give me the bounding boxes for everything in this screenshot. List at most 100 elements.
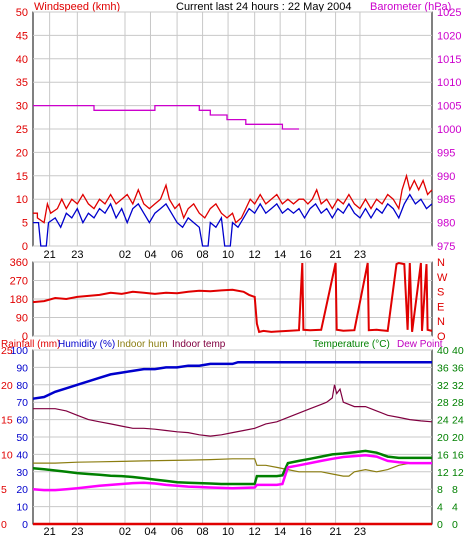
- y-tick-rain-3: 15: [1, 415, 13, 427]
- x-tick-0-9: 16: [300, 249, 312, 261]
- x-tick-0-10: 21: [329, 249, 341, 261]
- y-tick-hum-7: 70: [16, 397, 28, 409]
- y-tick-temp-8: 32: [437, 380, 449, 392]
- x-tick-0-0: 21: [44, 249, 56, 261]
- x-tick-2-11: 23: [354, 526, 366, 538]
- y-tick-temp-2: 8: [437, 484, 443, 496]
- x-tick-0-5: 08: [196, 249, 208, 261]
- x-tick-0-7: 12: [249, 249, 261, 261]
- y-tick-temp2-3: 12: [452, 467, 464, 479]
- chart-title: Current last 24 hours : 22 May 2004: [176, 1, 351, 13]
- y-tick-rain-2: 10: [1, 449, 13, 461]
- y-tick-dir-4: 360: [10, 257, 28, 269]
- y-tick-temp-6: 24: [437, 415, 449, 427]
- y-tick-wind-9: 45: [16, 30, 28, 42]
- y-tick-temp-4: 16: [437, 449, 449, 461]
- legend-temperature: Temperature (°C): [313, 339, 390, 350]
- y-tick-wind-5: 25: [16, 124, 28, 136]
- y-tick-wind-3: 15: [16, 171, 28, 183]
- series-barometer: [33, 104, 299, 130]
- y-tick-baro-6: 1005: [437, 101, 461, 113]
- y-tick-dir-1: 90: [16, 313, 28, 325]
- series-wind: [33, 193, 433, 247]
- y-tick-temp2-8: 32: [452, 380, 464, 392]
- y-tick-temp2-9: 36: [452, 362, 464, 374]
- y-tick-wind-1: 5: [22, 218, 28, 230]
- y-tick-hum-4: 40: [16, 449, 28, 461]
- y-tick-wind-7: 35: [16, 77, 28, 89]
- compass-label-2: E: [437, 301, 444, 313]
- legend-humidity: Humidity (%): [58, 339, 115, 350]
- compass-label-1: N: [437, 316, 445, 328]
- y-tick-hum-9: 90: [16, 362, 28, 374]
- series-temperature: [32, 449, 432, 486]
- series-gust: [33, 173, 433, 224]
- compass-label-3: S: [437, 287, 444, 299]
- x-tick-2-2: 02: [119, 526, 131, 538]
- y-tick-baro-7: 1010: [437, 77, 461, 89]
- grid-layer: [33, 11, 432, 525]
- y-tick-temp-5: 20: [437, 432, 449, 444]
- series-humidity: [32, 360, 432, 400]
- x-tick-2-9: 16: [300, 526, 312, 538]
- windspeed-title: Windspeed (kmh): [34, 1, 120, 13]
- x-tick-2-0: 21: [44, 526, 56, 538]
- x-tick-0-11: 23: [354, 249, 366, 261]
- y-tick-rain-4: 20: [1, 380, 13, 392]
- x-tick-2-8: 14: [274, 526, 286, 538]
- series-layer: [32, 104, 433, 526]
- y-tick-temp2-1: 4: [452, 502, 458, 514]
- y-tick-baro-4: 995: [437, 147, 455, 159]
- y-tick-temp2-10: 40: [452, 345, 464, 357]
- y-tick-temp2-5: 20: [452, 432, 464, 444]
- y-tick-wind-8: 40: [16, 54, 28, 66]
- y-tick-baro-10: 1025: [437, 7, 461, 19]
- x-tick-0-2: 02: [119, 249, 131, 261]
- series-direction: [32, 261, 433, 334]
- y-tick-baro-0: 975: [437, 241, 455, 253]
- y-tick-wind-2: 10: [16, 194, 28, 206]
- legend-indoor-hum: Indoor hum: [117, 339, 168, 350]
- x-tick-2-3: 04: [144, 526, 156, 538]
- y-tick-baro-8: 1015: [437, 54, 461, 66]
- y-tick-temp2-6: 24: [452, 415, 464, 427]
- x-tick-2-5: 08: [196, 526, 208, 538]
- y-tick-rain-5: 25: [1, 345, 13, 357]
- legend-rainfall: Rainfall (mm): [1, 339, 60, 350]
- y-tick-dir-3: 270: [10, 276, 28, 288]
- y-tick-temp-10: 40: [437, 345, 449, 357]
- y-tick-baro-3: 990: [437, 171, 455, 183]
- legend-dew-point: Dew Point: [397, 339, 443, 350]
- barometer-title: Barometer (hPa): [370, 1, 451, 13]
- y-tick-hum-3: 30: [16, 467, 28, 479]
- x-tick-2-10: 21: [329, 526, 341, 538]
- y-tick-rain-0: 0: [1, 519, 7, 531]
- y-tick-temp-9: 36: [437, 362, 449, 374]
- y-tick-dir-2: 180: [10, 294, 28, 306]
- x-tick-2-4: 06: [171, 526, 183, 538]
- compass-label-5: N: [437, 257, 445, 269]
- y-tick-temp-1: 4: [437, 502, 443, 514]
- y-tick-temp-7: 28: [437, 397, 449, 409]
- x-tick-2-1: 23: [71, 526, 83, 538]
- x-tick-2-7: 12: [249, 526, 261, 538]
- y-tick-hum-2: 20: [16, 484, 28, 496]
- y-tick-wind-0: 0: [22, 241, 28, 253]
- y-tick-baro-9: 1020: [437, 30, 461, 42]
- x-tick-0-6: 10: [222, 249, 234, 261]
- y-tick-temp-3: 12: [437, 467, 449, 479]
- y-tick-wind-4: 20: [16, 147, 28, 159]
- y-tick-wind-10: 50: [16, 7, 28, 19]
- y-tick-baro-5: 1000: [437, 124, 461, 136]
- y-tick-hum-10: 100: [10, 345, 28, 357]
- y-tick-hum-5: 50: [16, 432, 28, 444]
- legend-indoor-temp: Indoor temp: [172, 339, 226, 350]
- y-tick-temp2-4: 16: [452, 449, 464, 461]
- compass-label-4: W: [437, 272, 448, 284]
- y-tick-temp2-0: 0: [452, 519, 458, 531]
- y-tick-hum-6: 60: [16, 415, 28, 427]
- y-tick-rain-1: 5: [1, 484, 7, 496]
- x-tick-0-8: 14: [274, 249, 286, 261]
